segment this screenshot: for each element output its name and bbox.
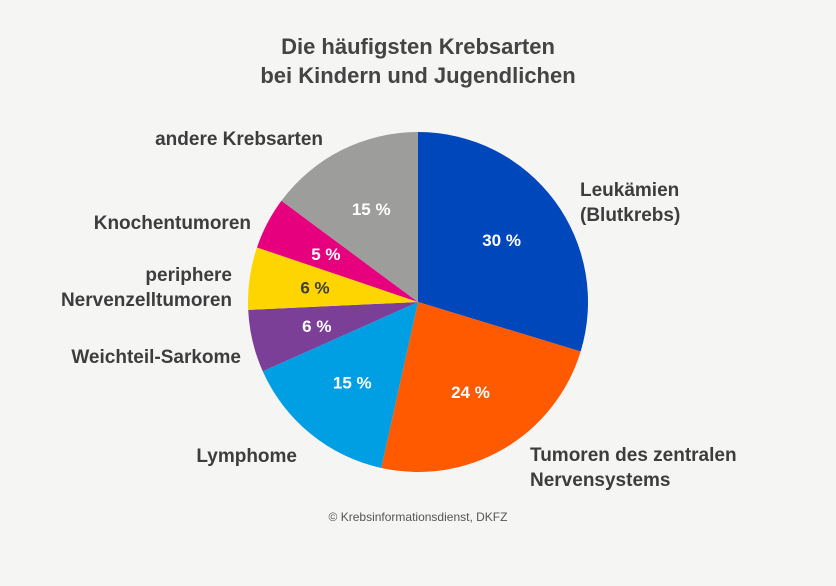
slice-value-label: 30 % xyxy=(482,231,521,250)
slice-value-label: 24 % xyxy=(451,383,490,402)
slice-value-label: 15 % xyxy=(333,374,372,393)
slice-category-label: Knochentumoren xyxy=(94,213,251,234)
pie-slice xyxy=(381,302,581,473)
slice-category-label-line: Weichteil-Sarkome xyxy=(71,347,241,368)
slice-value-label: 6 % xyxy=(300,278,329,297)
credit-text: © Krebsinformationsdienst, DKFZ xyxy=(329,510,508,524)
slice-value-labels: 30 % 24 % 15 % 6 % 6 % 5 % 15 % xyxy=(300,200,521,402)
slice-category-label-line: andere Krebsarten xyxy=(155,129,323,150)
slice-category-label-line: Nervenzelltumoren xyxy=(61,290,232,311)
slice-category-label-line: Nervensystems xyxy=(530,470,670,491)
slice-value-label: 5 % xyxy=(311,245,340,264)
slice-category-label: andere Krebsarten xyxy=(155,129,323,150)
slice-category-label: periphere Nervenzelltumoren xyxy=(61,265,232,311)
pie-slice xyxy=(281,132,418,302)
slice-category-label-line: Leukämien xyxy=(580,180,679,201)
slice-category-label-line: (Blutkrebs) xyxy=(580,205,680,226)
slice-category-label-line: Knochentumoren xyxy=(94,213,251,234)
pie-slices xyxy=(248,132,588,473)
slice-category-label-line: periphere xyxy=(145,265,232,286)
slice-value-label: 6 % xyxy=(302,317,331,336)
slice-category-label-line: Tumoren des zentralen xyxy=(530,445,737,466)
pie-slice xyxy=(248,302,418,372)
pie-slice xyxy=(248,247,418,310)
slice-category-label: Tumoren des zentralen Nervensystems xyxy=(530,445,737,491)
slice-value-label: 15 % xyxy=(352,200,391,219)
chart-title-line-2: bei Kindern und Jugendlichen xyxy=(260,63,575,88)
pie-slice xyxy=(418,132,588,352)
pie-slice xyxy=(256,200,418,302)
slice-category-label: Leukämien (Blutkrebs) xyxy=(580,180,680,226)
slice-category-label: Weichteil-Sarkome xyxy=(71,347,241,368)
slice-category-label-line: Lymphome xyxy=(196,446,297,467)
chart-title-line-1: Die häufigsten Krebsarten xyxy=(281,34,555,59)
slice-category-labels: Leukämien (Blutkrebs) Tumoren des zentrale… xyxy=(61,129,737,491)
pie-slice xyxy=(262,302,418,468)
slice-category-label: Lymphome xyxy=(196,446,297,467)
